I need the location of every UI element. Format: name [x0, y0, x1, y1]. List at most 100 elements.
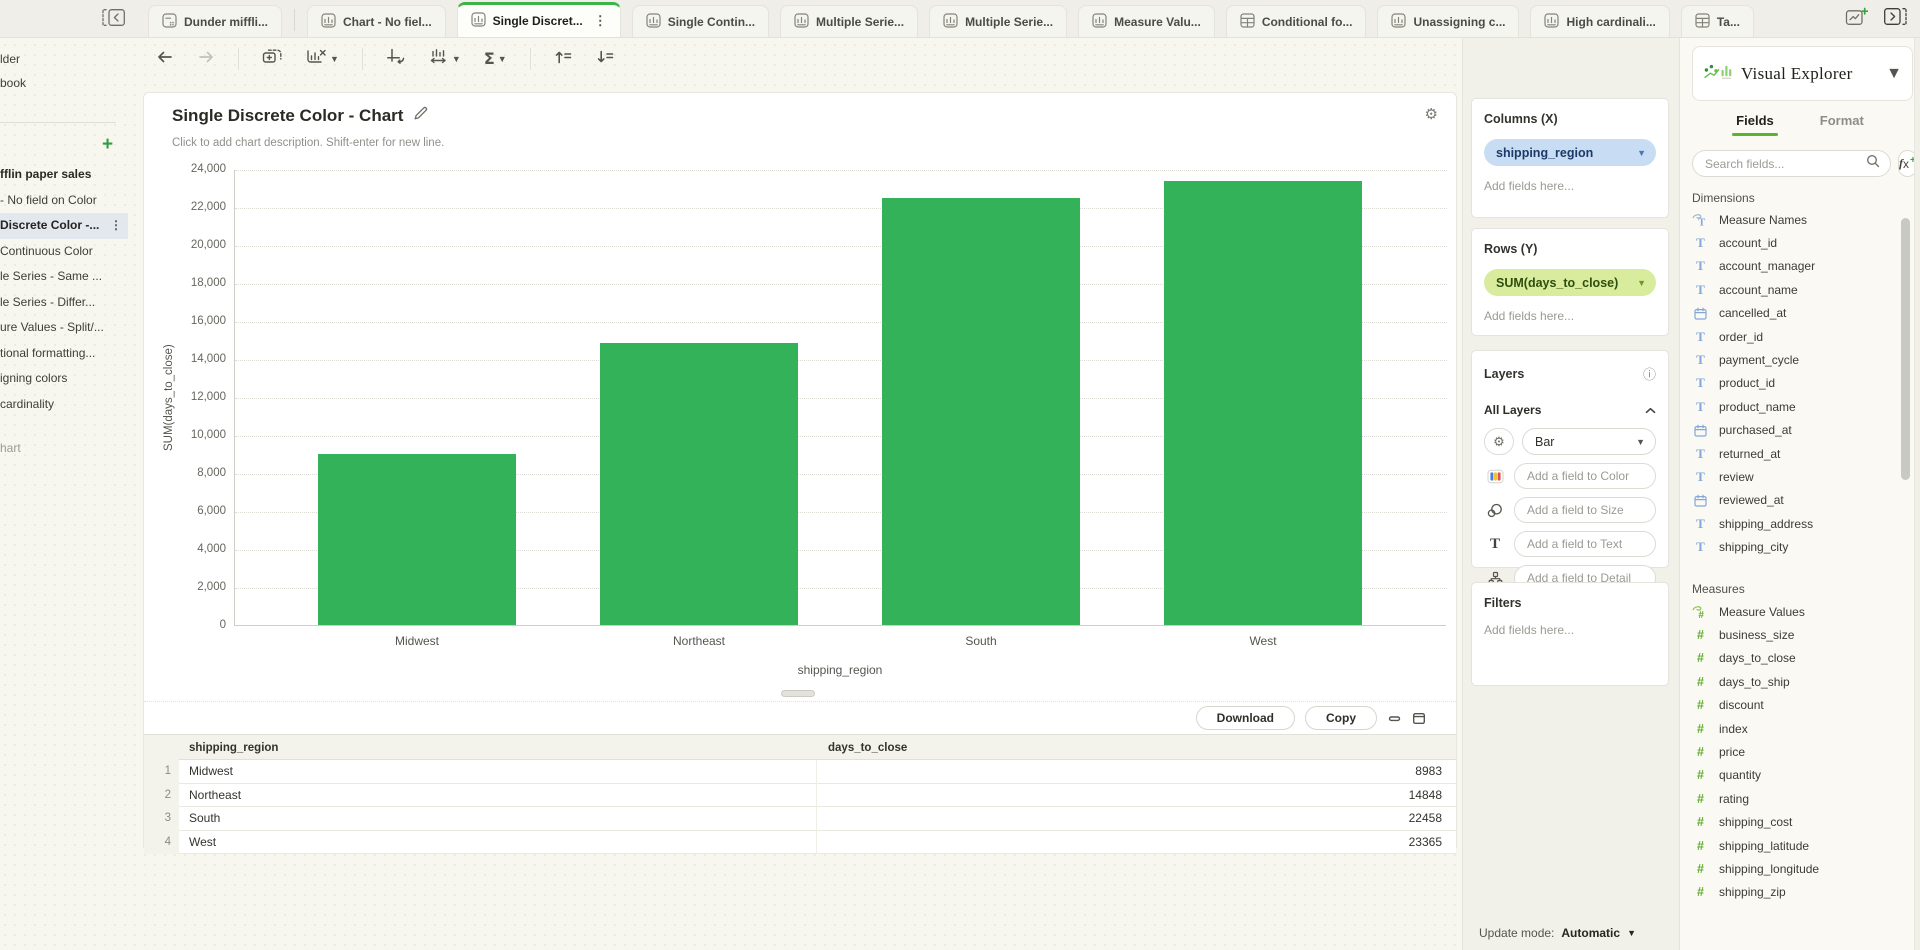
add-field-to-size-input[interactable]: Add a field to Size [1514, 497, 1656, 523]
field-shipping-longitude[interactable]: # shipping_longitude [1692, 857, 1902, 880]
sidebar-item-le-series-same[interactable]: le Series - Same ... [0, 269, 103, 283]
bar-west[interactable] [1164, 181, 1362, 625]
minimize-table-icon[interactable] [1387, 712, 1402, 725]
sort-descending-button[interactable] [596, 49, 615, 70]
sidebar-item-new-chart[interactable]: hart [0, 441, 21, 455]
swap-axes-button[interactable] [386, 48, 405, 70]
tab-single-discret[interactable]: Single Discret... ⋮ [456, 2, 621, 37]
chart-horizontal-scrollbar[interactable] [781, 690, 815, 697]
sidebar-item-no-field-on-color[interactable]: - No field on Color [0, 192, 97, 207]
field-cancelled-at[interactable]: cancelled_at [1692, 302, 1902, 325]
tab-chart-no-fiel[interactable]: Chart - No fiel... [307, 5, 446, 37]
field-purchased-at[interactable]: purchased_at [1692, 419, 1902, 442]
visual-explorer-switcher[interactable]: Visual Explorer ▼ [1692, 46, 1913, 101]
sidebar-item-discrete-color[interactable]: Discrete Color -... ⋮ [0, 213, 128, 239]
bar-northeast[interactable] [600, 342, 798, 625]
aggregate-button[interactable]: Σ ▼ [484, 49, 507, 69]
field-reviewed-at[interactable]: reviewed_at [1692, 489, 1902, 512]
field-discount[interactable]: # discount [1692, 694, 1902, 717]
maximize-table-icon[interactable] [1412, 712, 1426, 725]
tab-menu-kebab-icon[interactable]: ⋮ [593, 13, 607, 28]
tab-ta[interactable]: Ta... [1680, 5, 1754, 37]
add-field-to-color-input[interactable]: Add a field to Color [1514, 463, 1656, 489]
collapse-left-panel-icon[interactable] [101, 8, 126, 32]
kebab-icon[interactable]: ⋮ [110, 218, 122, 232]
tab-single-contin[interactable]: Single Contin... [631, 5, 770, 37]
new-chart-icon[interactable] [1845, 7, 1869, 31]
layer-type-select[interactable]: Bar ▼ [1522, 428, 1656, 455]
field-measure-names[interactable]: T Measure Names [1692, 208, 1902, 231]
field-days-to-ship[interactable]: # days_to_ship [1692, 670, 1902, 693]
add-field-to-text-input[interactable]: Add a field to Text [1514, 531, 1656, 557]
dimensions-scrollbar[interactable] [1901, 218, 1910, 480]
pencil-icon[interactable] [413, 105, 429, 126]
back-button[interactable] [156, 49, 174, 70]
field-measure-values[interactable]: # Measure Values [1692, 600, 1902, 623]
panel-scrollbar-track[interactable] [1914, 38, 1920, 950]
all-layers-toggle[interactable]: All Layers [1484, 403, 1656, 417]
table-header-days-to-close[interactable]: days_to_close [828, 742, 908, 754]
clear-axes-button[interactable]: ▼ [306, 48, 339, 70]
field-shipping-zip[interactable]: # shipping_zip [1692, 881, 1902, 904]
sidebar-item-cardinality[interactable]: cardinality [0, 396, 55, 411]
rows-add-fields-placeholder[interactable]: Add fields here... [1484, 309, 1575, 323]
tab-fields[interactable]: Fields [1732, 113, 1778, 136]
columns-add-fields-placeholder[interactable]: Add fields here... [1484, 179, 1575, 193]
chart-description-placeholder[interactable]: Click to add chart description. Shift-en… [172, 137, 445, 149]
layer-gear-icon[interactable]: ⚙ [1484, 428, 1514, 455]
bar-midwest[interactable] [318, 454, 516, 625]
add-chart-plus-button[interactable]: + [102, 134, 114, 155]
copy-button[interactable]: Copy [1305, 706, 1377, 730]
update-mode-control[interactable]: Update mode: Automatic ▼ [1479, 926, 1636, 940]
collapse-right-panel-icon[interactable] [1883, 7, 1908, 31]
tab-high-cardinali[interactable]: High cardinali... [1530, 5, 1670, 37]
chart-settings-gear-icon[interactable]: ⚙ [1424, 106, 1438, 123]
sidebar-item-tional-formatting[interactable]: tional formatting... [0, 345, 96, 360]
field-shipping-cost[interactable]: # shipping_cost [1692, 811, 1902, 834]
bar-south[interactable] [882, 198, 1080, 625]
add-formula-button[interactable]: f x + [1898, 150, 1917, 177]
info-icon[interactable]: ⓘ [1642, 367, 1656, 382]
table-header-shipping-region[interactable]: shipping_region [189, 742, 279, 754]
filters-add-fields-placeholder[interactable]: Add fields here... [1484, 623, 1575, 637]
sidebar-item-ure-values-split[interactable]: ure Values - Split/... [0, 320, 104, 334]
tab-multiple-serie[interactable]: Multiple Serie... [780, 5, 919, 37]
sidebar-item-workbook[interactable]: book [0, 76, 27, 90]
rows-pill-sum-days-to-close[interactable]: SUM(days_to_close) ▼ [1484, 269, 1656, 296]
field-business-size[interactable]: # business_size [1692, 623, 1902, 646]
sort-ascending-button[interactable] [554, 49, 573, 70]
field-days-to-close[interactable]: # days_to_close [1692, 647, 1902, 670]
duplicate-button[interactable] [262, 48, 283, 70]
field-shipping-latitude[interactable]: # shipping_latitude [1692, 834, 1902, 857]
field-index[interactable]: # index [1692, 717, 1902, 740]
tab-unassigning-c[interactable]: Unassigning c... [1377, 5, 1520, 37]
sidebar-item-le-series-differ[interactable]: le Series - Differ... [0, 294, 96, 309]
field-price[interactable]: # price [1692, 740, 1902, 763]
download-button[interactable]: Download [1195, 706, 1295, 730]
tab-format[interactable]: Format [1819, 113, 1864, 128]
field-rating[interactable]: # rating [1692, 787, 1902, 810]
sidebar-item-folder[interactable]: lder [0, 52, 21, 66]
bar-options-button[interactable]: ▼ [428, 48, 461, 71]
sidebar-item-fflin-paper-sales[interactable]: fflin paper sales [0, 167, 92, 181]
search-fields-input[interactable] [1705, 156, 1860, 171]
columns-pill-shipping-region[interactable]: shipping_region ▼ [1484, 139, 1656, 166]
tab-multiple-serie[interactable]: Multiple Serie... [929, 5, 1068, 37]
tab-conditional-fo[interactable]: Conditional fo... [1225, 5, 1367, 37]
field-quantity[interactable]: # quantity [1692, 764, 1902, 787]
tab-dunder-miffli[interactable]: Dunder miffli... [148, 5, 282, 37]
sidebar-item-continuous-color[interactable]: Continuous Color [0, 243, 93, 258]
tab-measure-valu[interactable]: Measure Valu... [1078, 5, 1215, 37]
sidebar-item-igning-colors[interactable]: igning colors [0, 371, 68, 385]
